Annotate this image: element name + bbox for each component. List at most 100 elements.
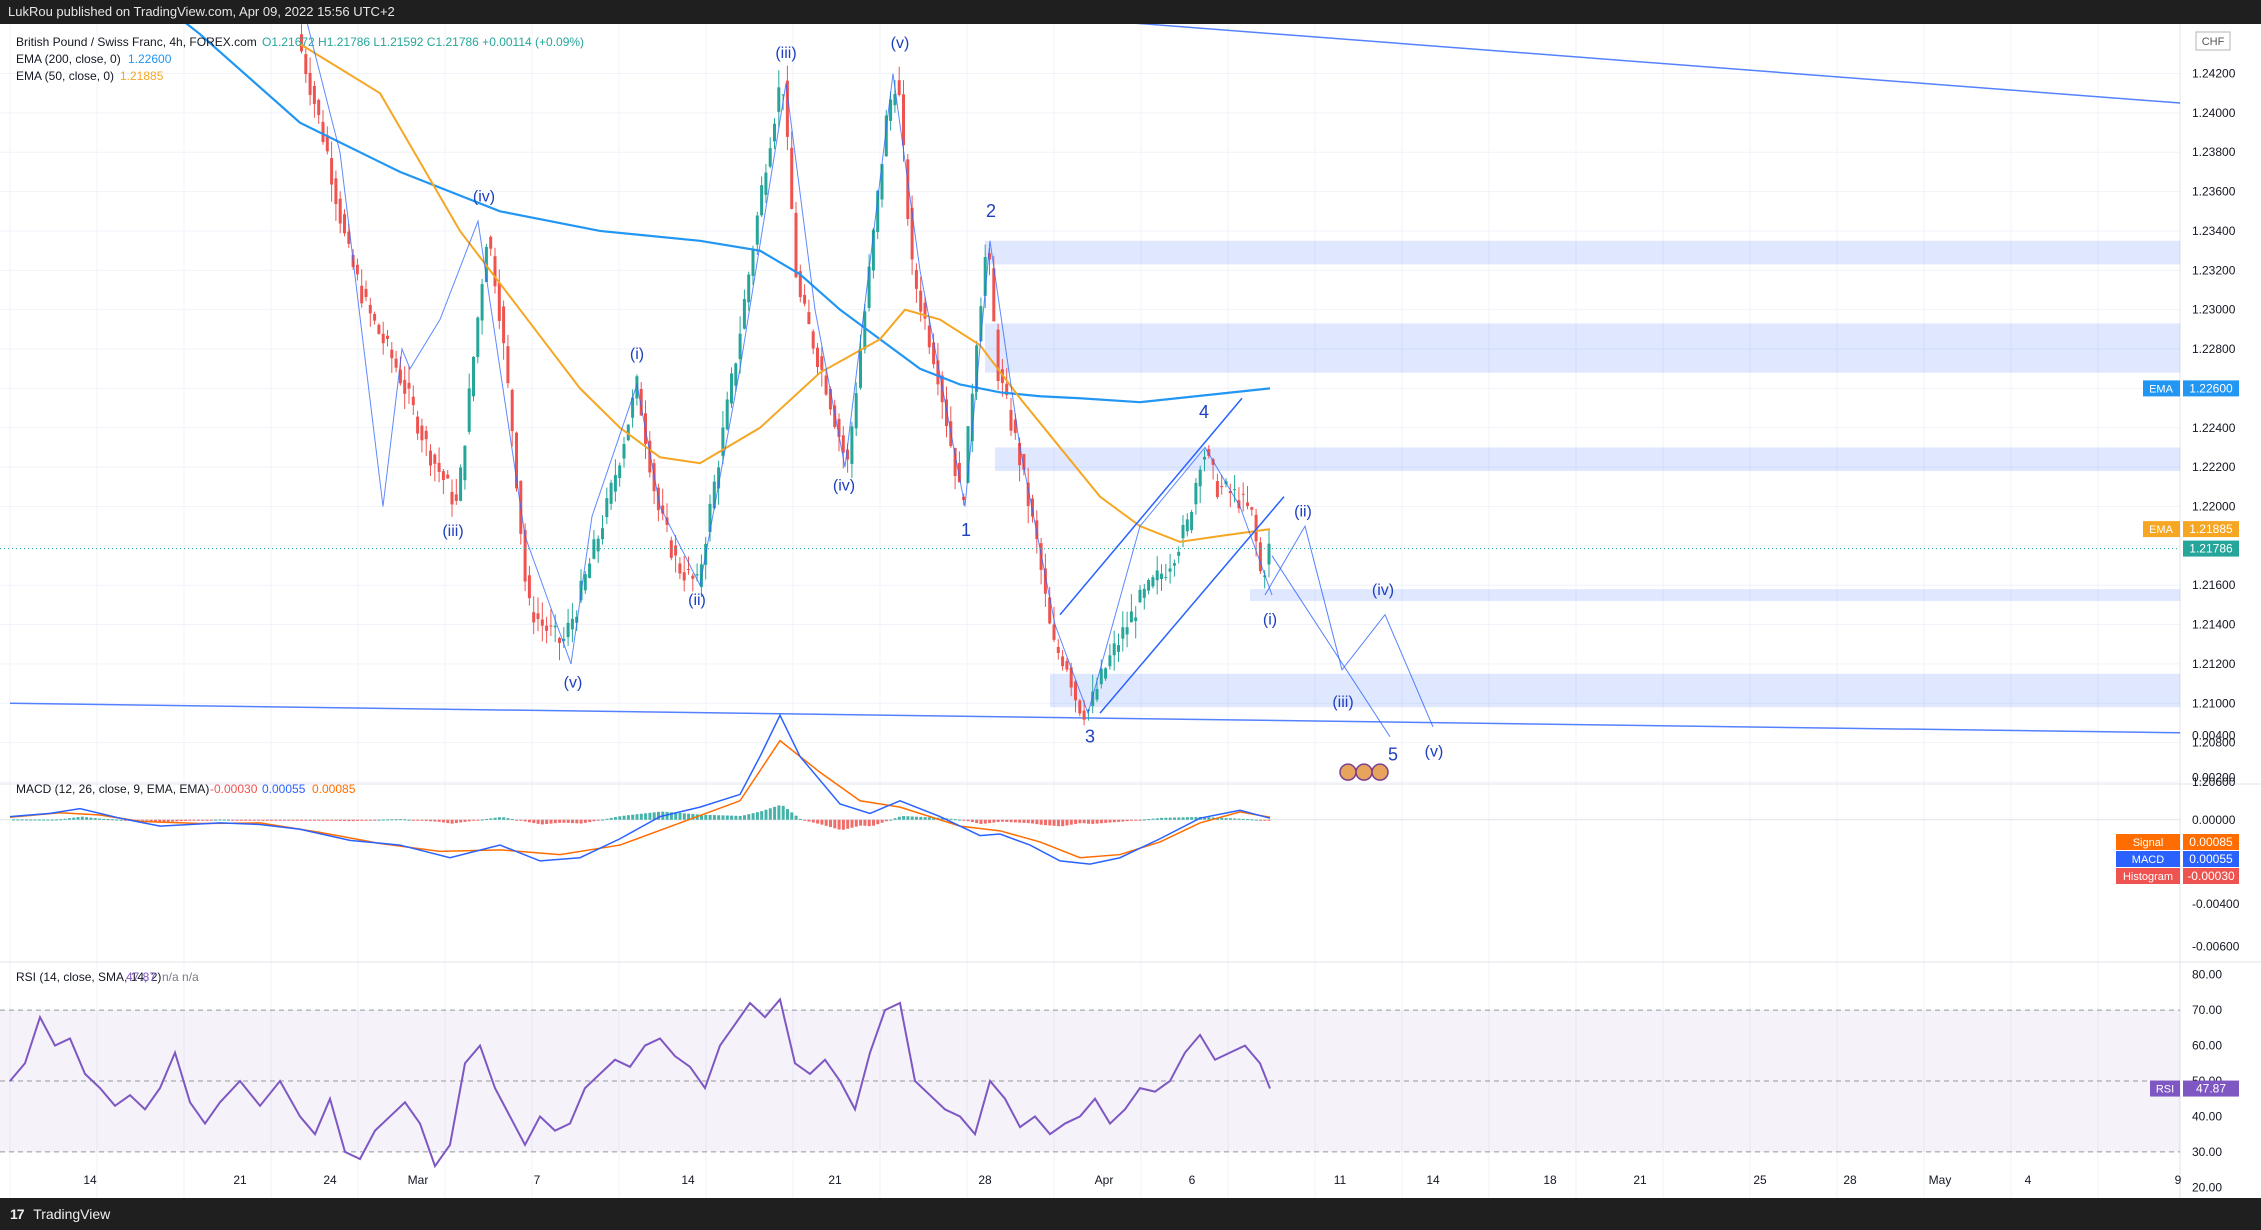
candle-body (515, 432, 518, 489)
candle-body (846, 449, 850, 460)
macd-line (9, 713, 1271, 865)
macd-histogram-bar (1194, 817, 1198, 820)
macd-histogram-bar (454, 819, 458, 824)
macd-histogram-bar (179, 819, 183, 822)
macd-histogram-bar (334, 819, 338, 821)
rsi-badge-bg (2183, 1080, 2239, 1097)
candle-body (760, 185, 764, 216)
macd-histogram-bar (902, 816, 906, 820)
wedge-upper-line (1059, 397, 1243, 616)
macd-histogram-bar (209, 819, 213, 821)
candle-body (390, 349, 394, 359)
macd-histogram-bar (115, 819, 119, 821)
candle-body (1035, 520, 1039, 540)
macd-histogram-bar (764, 809, 768, 820)
candle-body (489, 236, 493, 249)
support-resistance-zone (985, 323, 2180, 373)
rsi-tick-label: 70.00 (2192, 1003, 2222, 1017)
candle-body (334, 178, 338, 205)
macd-histogram-bar (1087, 819, 1090, 824)
macd-histogram-bar (50, 819, 54, 821)
macd-histogram-bar (76, 817, 80, 820)
macd-badge-name: Signal (2133, 837, 2164, 849)
macd-histogram-bar (42, 819, 46, 821)
wave-projection (1271, 555, 1391, 738)
candle-body (300, 34, 303, 52)
macd-histogram-bar (274, 819, 278, 821)
candle-body (803, 294, 807, 304)
candle-body (1172, 563, 1176, 566)
candle-body (1091, 691, 1095, 707)
time-tick-label: 21 (1633, 1173, 1647, 1187)
macd-histogram-bar (119, 819, 123, 821)
macd-histogram-bar (738, 815, 742, 820)
support-resistance-zone (985, 240, 2180, 265)
candle-body (1263, 575, 1267, 578)
macd-histogram-bar (321, 819, 325, 821)
macd-histogram-bar (601, 819, 605, 821)
time-tick-label: 24 (323, 1173, 337, 1187)
macd-histogram-bar (833, 819, 837, 829)
candle-body (493, 256, 497, 287)
macd-histogram-bar (730, 815, 734, 820)
macd-histogram-bar (338, 819, 342, 821)
macd-histogram-bar (897, 816, 901, 820)
macd-histogram-bar (502, 817, 506, 820)
candle-body (1065, 660, 1069, 670)
macd-histogram-bar (545, 819, 549, 825)
candle-body (893, 93, 897, 106)
candle-body (871, 229, 875, 271)
candle-body (691, 575, 695, 579)
time-tick-label: 14 (83, 1173, 97, 1187)
macd-histogram-bar (807, 819, 811, 822)
candle-body (794, 212, 798, 278)
candle-body (317, 100, 321, 116)
wave-label: (iv) (1372, 582, 1394, 599)
macd-histogram-bar (751, 813, 755, 820)
macd-badge-name-bg (2116, 868, 2180, 884)
macd-histogram-bar (416, 819, 420, 821)
chart-legend: British Pound / Swiss Franc, 4h, FOREX.c… (16, 35, 584, 984)
candle-body (1151, 577, 1155, 587)
macd-histogram-bar (1173, 817, 1176, 820)
macd-histogram-bar (532, 819, 536, 824)
candle-body (1160, 573, 1163, 579)
candle-body (527, 575, 531, 599)
candle-body (510, 389, 514, 432)
macd-histogram-bar (528, 819, 531, 823)
candle-body (897, 80, 901, 96)
candle-body (1005, 383, 1009, 396)
candle-body (437, 462, 441, 472)
candle-body (1185, 519, 1189, 532)
candle-body (377, 324, 381, 334)
macd-histogram-bar (618, 816, 622, 820)
candle-body (1112, 643, 1116, 656)
candle-body (1246, 502, 1249, 506)
macd-histogram-bar (33, 819, 37, 821)
macd-histogram-bar (162, 819, 166, 823)
macd-histogram-bar (592, 819, 596, 822)
candle-body (502, 306, 506, 344)
macd-histogram-bar (992, 819, 996, 823)
macd-histogram-bar (562, 819, 566, 823)
macd-histogram-bar (1220, 817, 1224, 820)
macd-histogram-bar (222, 819, 226, 821)
wave-label: (v) (1425, 743, 1444, 760)
macd-histogram-bar (962, 819, 966, 821)
candles (300, 24, 1271, 726)
candle-body (566, 622, 570, 638)
chart-canvas[interactable]: (iii)(iv)(i)(ii)(v)(iii)(iv)(v)2143(ii)(… (0, 24, 2261, 1198)
candle-body (695, 574, 699, 576)
price-tick-label: 1.21400 (2192, 618, 2236, 632)
macd-histogram-bar (510, 818, 514, 820)
macd-histogram-bar (725, 815, 729, 820)
candle-body (678, 563, 682, 574)
candle-body (687, 568, 690, 570)
macd-histogram-bar (884, 819, 888, 822)
wave-label: 2 (986, 201, 996, 221)
candle-body (1155, 570, 1159, 581)
wave-label: 5 (1388, 744, 1398, 764)
badge-name-bg (2143, 521, 2180, 538)
candle-body (1121, 627, 1125, 639)
rsi-tick-label: 80.00 (2192, 968, 2222, 982)
